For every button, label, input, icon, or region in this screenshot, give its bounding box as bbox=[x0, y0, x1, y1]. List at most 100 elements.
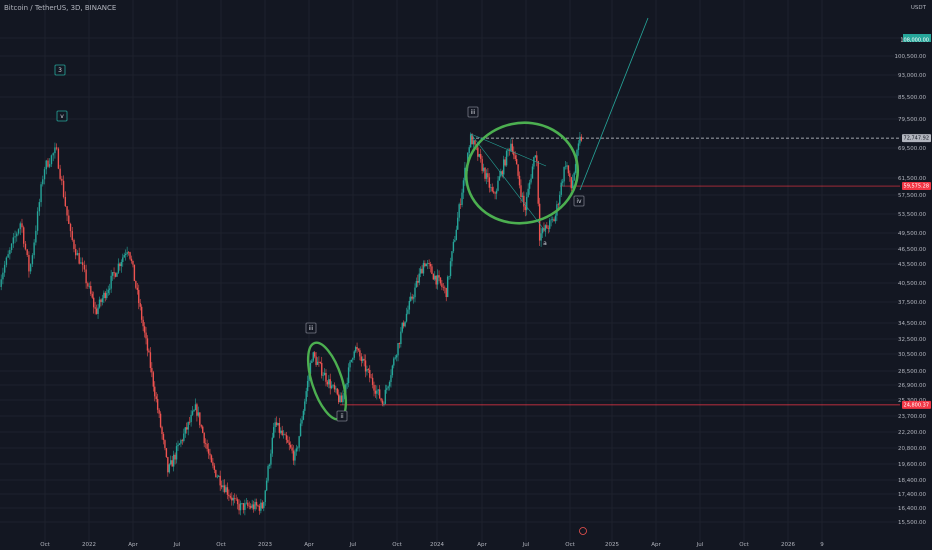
candle-body bbox=[496, 191, 497, 194]
candle-body bbox=[322, 375, 323, 376]
candle-body bbox=[259, 506, 260, 511]
candle-body bbox=[349, 362, 350, 368]
candle-body bbox=[61, 179, 62, 181]
price-axis[interactable]: USDT 108,000.00 100,500.00 93,000.00 85,500.… bbox=[895, 0, 932, 550]
candle-body bbox=[32, 255, 33, 264]
candle-body bbox=[549, 220, 550, 229]
event-marker-icon[interactable] bbox=[580, 528, 587, 535]
candle-body bbox=[435, 276, 436, 285]
time-tick-label: 2022 bbox=[82, 542, 96, 548]
candle-body bbox=[424, 263, 425, 266]
candle-body bbox=[456, 230, 457, 240]
candle-body bbox=[447, 277, 448, 297]
candle-body bbox=[39, 202, 40, 211]
candle-body bbox=[254, 502, 255, 509]
candle-body bbox=[215, 470, 216, 477]
wave-label-3[interactable]: 3 bbox=[55, 65, 65, 75]
candle-body bbox=[112, 272, 113, 276]
candle-body bbox=[370, 378, 371, 379]
candle-body bbox=[446, 288, 447, 297]
price-tick-label: 23,700.00 bbox=[898, 414, 926, 420]
candle-body bbox=[331, 386, 332, 389]
price-tick-label: 17,400.00 bbox=[898, 492, 926, 498]
candle-body bbox=[134, 265, 135, 281]
candle-body bbox=[376, 391, 377, 394]
candle-body bbox=[163, 434, 164, 440]
candle-body bbox=[51, 155, 52, 164]
candle-body bbox=[499, 176, 500, 180]
candle-body bbox=[157, 399, 158, 410]
candle-body bbox=[351, 360, 352, 362]
candle-body bbox=[457, 218, 458, 230]
candle-body bbox=[291, 447, 292, 450]
candle-body bbox=[13, 237, 14, 243]
candle-body bbox=[515, 155, 516, 159]
candle-body bbox=[339, 396, 340, 403]
candle-body bbox=[486, 173, 487, 179]
candle-body bbox=[553, 219, 554, 221]
candle-body bbox=[426, 264, 427, 266]
wave-label-ii[interactable]: ii bbox=[337, 411, 347, 421]
candle-body bbox=[173, 455, 174, 467]
candle-body bbox=[235, 499, 236, 500]
wave-label-iv[interactable]: iv bbox=[574, 196, 584, 206]
candle-body bbox=[66, 206, 67, 215]
wave-label-iii[interactable]: iii bbox=[468, 107, 478, 117]
trend-line-projection[interactable] bbox=[580, 18, 648, 190]
candle-body bbox=[504, 159, 505, 165]
time-tick-label: 2024 bbox=[430, 542, 444, 548]
candle-body bbox=[25, 244, 26, 250]
time-tick-label: 2025 bbox=[605, 542, 619, 548]
candle-body bbox=[274, 422, 275, 427]
candle-body bbox=[225, 487, 226, 492]
price-tick-label: 40,500.00 bbox=[898, 281, 926, 287]
price-tick-label: 93,000.00 bbox=[898, 73, 926, 79]
candle-body bbox=[293, 451, 294, 461]
candle-body bbox=[552, 219, 553, 220]
candle-body bbox=[90, 286, 91, 294]
candle-body bbox=[311, 361, 312, 363]
wave-label-a[interactable]: a bbox=[543, 240, 547, 247]
wave-label-iii[interactable]: iii bbox=[306, 323, 316, 333]
candle-body bbox=[407, 310, 408, 314]
wave-label-v[interactable]: v bbox=[57, 111, 67, 121]
candle-body bbox=[265, 490, 266, 502]
time-tick-label: Oct bbox=[216, 542, 226, 548]
highlight-ellipse-2024[interactable] bbox=[457, 112, 587, 233]
candle-body bbox=[279, 423, 280, 433]
candle-body bbox=[332, 385, 333, 386]
candle-body bbox=[410, 297, 411, 301]
candle-body bbox=[211, 455, 212, 462]
candle-body bbox=[35, 231, 36, 243]
candle-body bbox=[231, 498, 232, 501]
candle-body bbox=[246, 503, 247, 504]
candle-body bbox=[328, 379, 329, 384]
candle-body bbox=[247, 503, 248, 506]
candle-body bbox=[270, 454, 271, 465]
time-axis[interactable]: Oct 2022 Apr Jul Oct 2023 Apr Jul Oct 2024 Apr Jul O… bbox=[40, 542, 824, 548]
price-tick-label: 19,600.00 bbox=[898, 462, 926, 468]
price-tick-label: 15,500.00 bbox=[898, 520, 926, 526]
candle-body bbox=[256, 502, 257, 506]
candle-body bbox=[142, 320, 143, 326]
candle-body bbox=[369, 370, 370, 378]
candle-body bbox=[433, 274, 434, 280]
candle-body bbox=[307, 381, 308, 391]
candle-body bbox=[441, 283, 442, 287]
candle-body bbox=[233, 498, 234, 500]
candle-body bbox=[363, 359, 364, 361]
time-tick-label: Oct bbox=[40, 542, 50, 548]
currency-label: USDT bbox=[911, 5, 927, 11]
candle-body bbox=[2, 273, 3, 280]
candle-body bbox=[49, 164, 50, 167]
candle-body bbox=[431, 266, 432, 274]
candle-body bbox=[82, 262, 83, 265]
candle-body bbox=[383, 404, 384, 405]
price-tick-label: 46,500.00 bbox=[898, 247, 926, 253]
candle-body bbox=[540, 233, 541, 240]
candle-body bbox=[480, 154, 481, 159]
candle-body bbox=[483, 168, 484, 171]
candle-body bbox=[404, 322, 405, 327]
time-tick-label: Oct bbox=[565, 542, 575, 548]
